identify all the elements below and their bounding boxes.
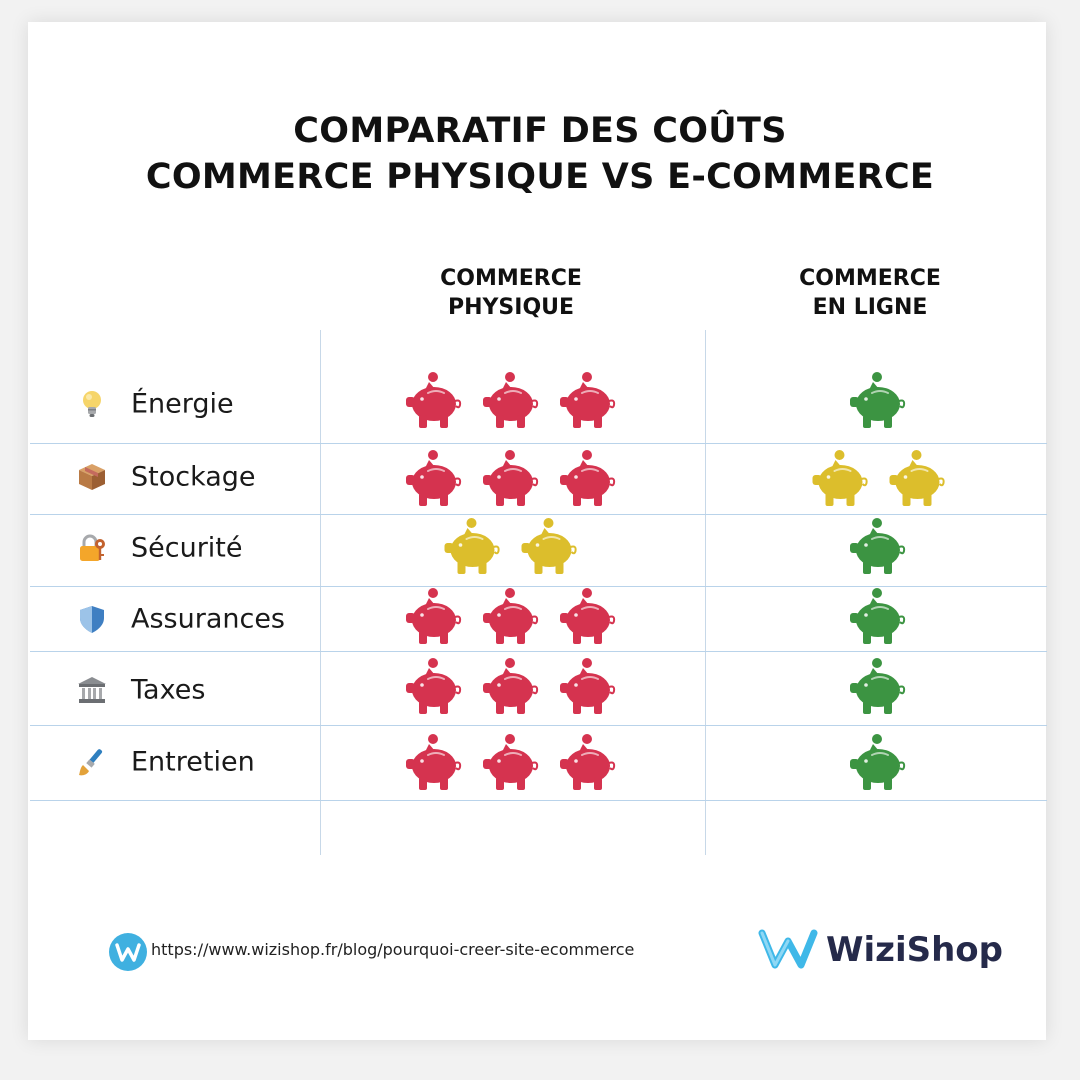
classical-building-icon [76,674,108,706]
lock-with-key-icon [76,532,108,564]
piggy-bank-icon [403,449,463,507]
row-divider [30,514,1047,515]
row-label: Sécurité [131,532,243,564]
row-divider [30,586,1047,587]
row-divider [30,651,1047,652]
piggy-bank-icon [557,733,617,791]
light-bulb-icon [76,388,108,420]
piggy-bank-icon [403,733,463,791]
piggy-bank-icon [557,371,617,429]
infographic-card [28,22,1046,1040]
pigs-online-entretien [847,733,907,791]
piggy-bank-icon [847,371,907,429]
piggy-bank-icon [442,517,502,575]
title-line-1: COMPARATIF DES COÛTS [293,111,787,151]
piggy-bank-icon [519,517,579,575]
package-box-icon [76,461,108,493]
wizishop-logo-small-icon [108,932,148,972]
piggy-bank-icon [810,449,870,507]
piggy-bank-icon [847,587,907,645]
row-divider [30,800,1047,801]
piggy-bank-icon [847,733,907,791]
page-title: COMPARATIF DES COÛTS COMMERCE PHYSIQUE V… [0,108,1080,200]
piggy-bank-icon [557,587,617,645]
shield-icon [76,603,108,635]
pigs-online-securite [847,517,907,575]
pigs-online-taxes [847,657,907,715]
column-header-physical-line-1: COMMERCE [440,266,582,291]
piggy-bank-icon [847,657,907,715]
piggy-bank-icon [480,657,540,715]
piggy-bank-icon [557,657,617,715]
column-divider-right [705,330,706,855]
piggy-bank-icon [403,371,463,429]
pigs-online-energie [847,371,907,429]
column-header-online-line-2: EN LIGNE [812,295,928,320]
paintbrush-icon [76,746,108,778]
pigs-physical-energie [403,371,617,429]
pigs-online-assurances [847,587,907,645]
row-label: Énergie [131,388,234,420]
piggy-bank-icon [403,587,463,645]
brand-logo: WiziShop [758,924,1003,976]
column-header-online: COMMERCE EN LIGNE [740,264,1000,322]
piggy-bank-icon [847,517,907,575]
brand-name: WiziShop [826,930,1003,970]
row-label: Taxes [131,674,206,706]
pigs-physical-stockage [403,449,617,507]
piggy-bank-icon [887,449,947,507]
pigs-physical-securite [442,517,579,575]
column-header-physical-line-2: PHYSIQUE [447,295,575,320]
piggy-bank-icon [480,371,540,429]
wizishop-w-logo-icon [758,925,818,976]
row-divider [30,725,1047,726]
row-label: Stockage [131,461,256,493]
pigs-online-stockage [810,449,947,507]
piggy-bank-icon [480,587,540,645]
pigs-physical-assurances [403,587,617,645]
piggy-bank-icon [557,449,617,507]
pigs-physical-entretien [403,733,617,791]
source-url-link[interactable]: https://www.wizishop.fr/blog/pourquoi-cr… [151,940,635,959]
piggy-bank-icon [480,449,540,507]
row-divider [30,443,1047,444]
row-label: Assurances [131,603,285,635]
piggy-bank-icon [480,733,540,791]
row-label: Entretien [131,746,255,778]
piggy-bank-icon [403,657,463,715]
title-line-2: COMMERCE PHYSIQUE VS E-COMMERCE [145,157,935,197]
pigs-physical-taxes [403,657,617,715]
column-divider-left [320,330,321,855]
column-header-physical: COMMERCE PHYSIQUE [381,264,641,322]
column-header-online-line-1: COMMERCE [799,266,941,291]
